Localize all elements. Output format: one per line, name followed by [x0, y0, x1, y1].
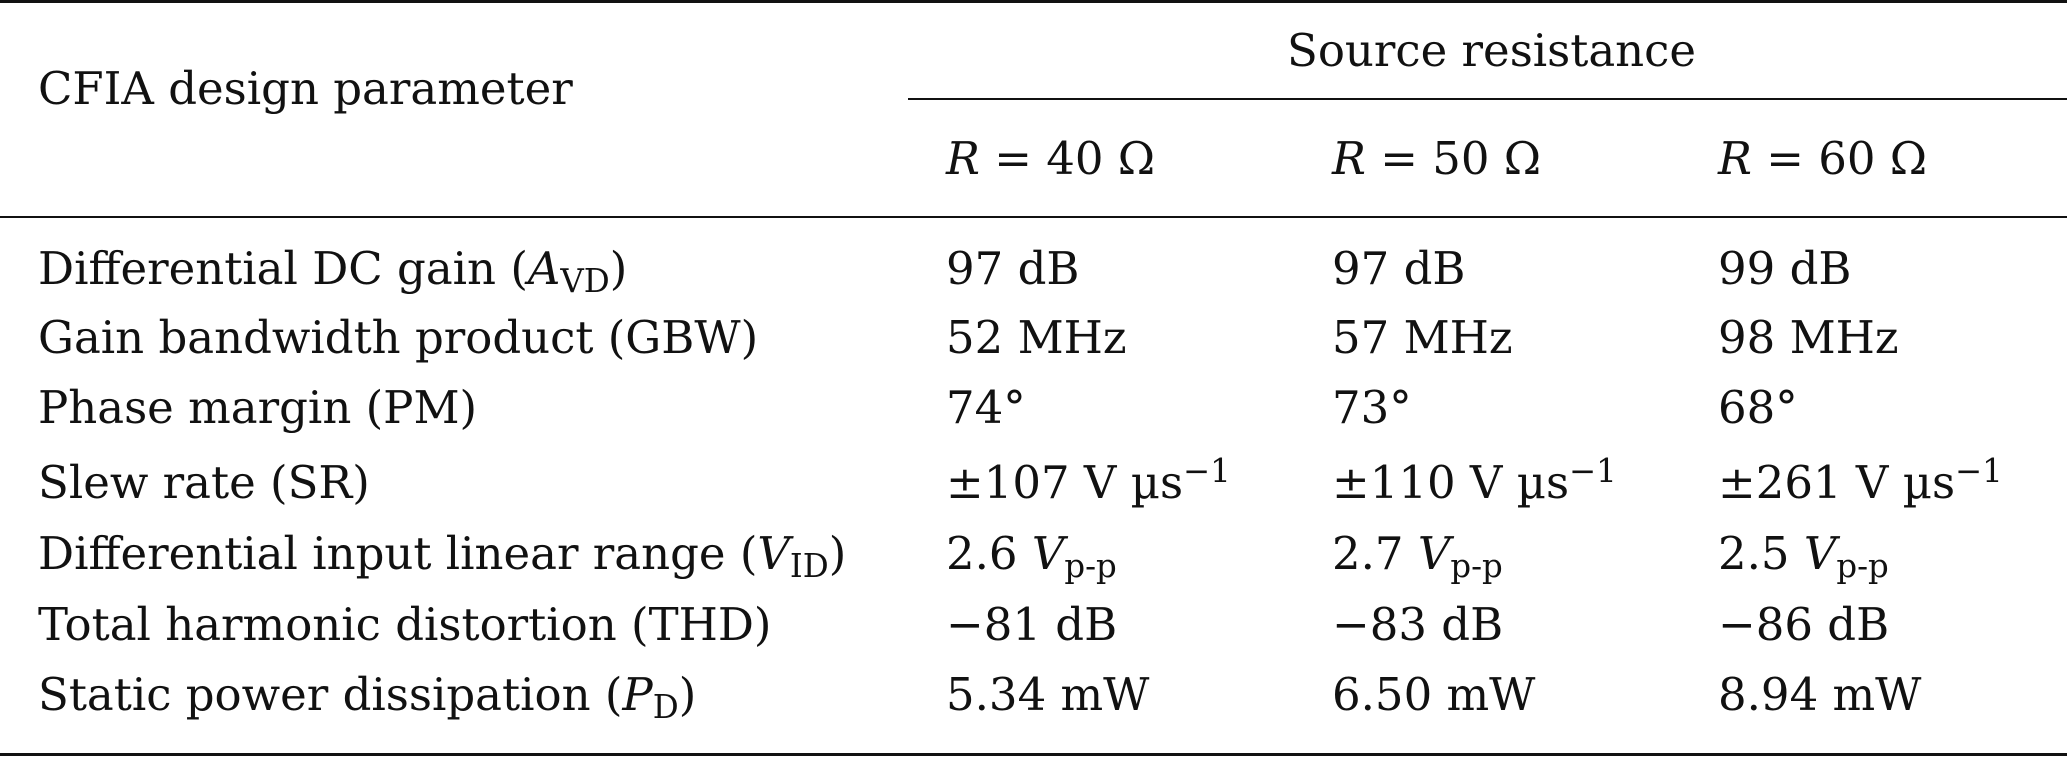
column-header-r60: R = 60 Ω [1718, 136, 1927, 181]
table-cell: 73° [1332, 381, 1412, 434]
table-cell: 5.34 mW [946, 668, 1150, 721]
table-cell: 6.50 mW [1332, 668, 1536, 721]
r-value: = 40 Ω [979, 132, 1156, 185]
row-label-power: Static power dissipation (PD) [38, 668, 697, 727]
group-header-rule [908, 98, 2067, 100]
r-value: = 50 Ω [1365, 132, 1542, 185]
table-cell: ±261 V µs−1 [1718, 451, 2003, 509]
row-label-linear-range: Differential input linear range (VID) [38, 527, 847, 586]
table-cell: 98 MHz [1718, 311, 1899, 364]
table-cell: 2.7 Vp-p [1332, 527, 1503, 586]
table-cell: −86 dB [1718, 598, 1890, 651]
column-header-r40: R = 40 Ω [946, 136, 1155, 181]
source-resistance-header: Source resistance [1287, 24, 1696, 77]
table-bottom-rule [0, 753, 2067, 756]
table-top-rule [0, 0, 2067, 3]
row-label-dc-gain: Differential DC gain (AVD) [38, 242, 628, 301]
row-label-slew-rate: Slew rate (SR) [38, 456, 370, 509]
row-label-thd: Total harmonic distortion (THD) [38, 598, 772, 651]
table-cell: 99 dB [1718, 242, 1852, 295]
table-cell: 97 dB [1332, 242, 1466, 295]
column-header-r50: R = 50 Ω [1332, 136, 1541, 181]
row-label-phase-margin: Phase margin (PM) [38, 381, 478, 434]
header-bottom-rule [0, 216, 2067, 218]
table-cell: ±110 V µs−1 [1332, 451, 1617, 509]
table-cell: 2.5 Vp-p [1718, 527, 1889, 586]
table-cell: 57 MHz [1332, 311, 1513, 364]
table-cell: 97 dB [946, 242, 1080, 295]
table-cell: −81 dB [946, 598, 1118, 651]
param-column-header: CFIA design parameter [38, 62, 573, 115]
r-value: = 60 Ω [1751, 132, 1928, 185]
table-cell: ±107 V µs−1 [946, 451, 1231, 509]
table-cell: 52 MHz [946, 311, 1127, 364]
table-cell: 74° [946, 381, 1026, 434]
r-symbol: R [1718, 132, 1752, 185]
table-cell: 8.94 mW [1718, 668, 1922, 721]
table-cell: 68° [1718, 381, 1798, 434]
table-cell: −83 dB [1332, 598, 1504, 651]
row-label-gbw: Gain bandwidth product (GBW) [38, 311, 759, 364]
table-cell: 2.6 Vp-p [946, 527, 1117, 586]
r-symbol: R [946, 132, 980, 185]
r-symbol: R [1332, 132, 1366, 185]
